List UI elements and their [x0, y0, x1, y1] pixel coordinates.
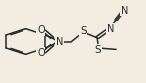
Text: N: N: [121, 6, 128, 16]
Text: O: O: [37, 25, 45, 35]
Text: N: N: [56, 37, 64, 46]
Text: S: S: [80, 26, 87, 36]
Text: N: N: [107, 24, 115, 34]
Text: O: O: [37, 48, 45, 58]
Text: S: S: [94, 45, 101, 55]
